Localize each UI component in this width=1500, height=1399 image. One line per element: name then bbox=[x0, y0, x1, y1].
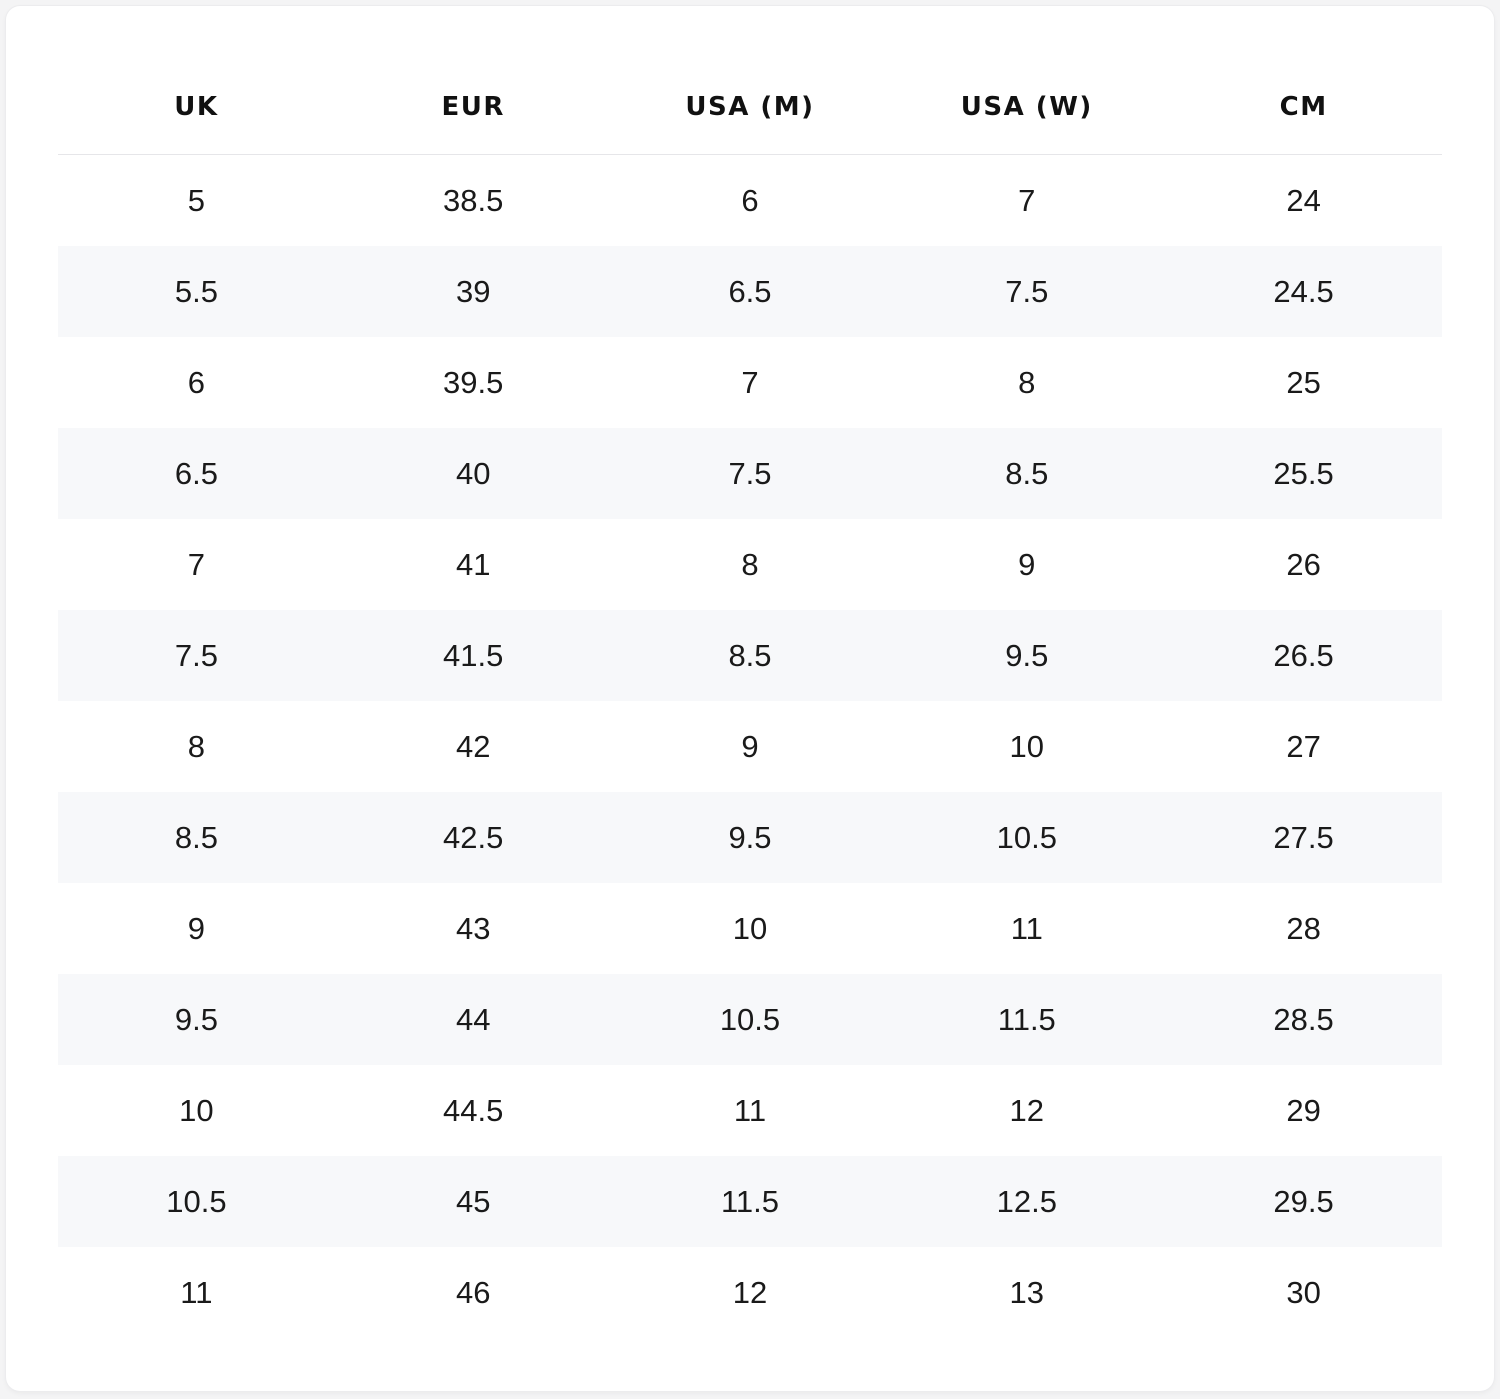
cell-uk: 5 bbox=[187, 182, 206, 218]
table-row: 9 43 10 11 28 bbox=[58, 883, 1442, 974]
cell-uk: 10.5 bbox=[58, 1156, 335, 1247]
cell-usa-women: 7.5 bbox=[888, 246, 1166, 337]
cell-eur: 42 bbox=[455, 728, 491, 764]
cell-uk: 5.5 bbox=[58, 246, 335, 337]
table-row: 8 42 9 10 27 bbox=[58, 701, 1442, 792]
table-row: 10.5 45 11.5 12.5 29.5 bbox=[58, 1156, 1442, 1247]
cell-usa-women: 9.5 bbox=[888, 610, 1166, 701]
cell-cm: 28.5 bbox=[1165, 974, 1442, 1065]
cell-uk: 9 bbox=[187, 910, 206, 946]
cell-eur: 46 bbox=[455, 1274, 491, 1310]
cell-uk: 8 bbox=[187, 728, 206, 764]
column-header-uk: UK bbox=[58, 60, 335, 155]
column-header-cm: CM bbox=[1165, 60, 1442, 155]
cell-cm: 26 bbox=[1286, 546, 1321, 582]
cell-uk: 6 bbox=[187, 364, 206, 400]
cell-eur: 43 bbox=[455, 910, 491, 946]
cell-usa-women: 8 bbox=[1018, 364, 1036, 400]
column-header-usa-men: USA (M) bbox=[611, 60, 889, 155]
cell-usa-men: 10.5 bbox=[611, 974, 889, 1065]
cell-usa-women: 11 bbox=[1010, 910, 1043, 946]
cell-usa-men: 8 bbox=[741, 546, 759, 582]
cell-usa-men: 11 bbox=[733, 1092, 767, 1128]
table-row: 6 39.5 7 8 25 bbox=[58, 337, 1442, 428]
cell-usa-men: 12 bbox=[732, 1274, 768, 1310]
table-row: 5.5 39 6.5 7.5 24.5 bbox=[58, 246, 1442, 337]
cell-eur: 40 bbox=[334, 428, 612, 519]
cell-uk: 7.5 bbox=[58, 610, 335, 701]
cell-uk: 6.5 bbox=[58, 428, 335, 519]
table-row: 11 46 12 13 30 bbox=[58, 1247, 1442, 1338]
column-header-usa-women: USA (W) bbox=[888, 60, 1166, 155]
table-row: 9.5 44 10.5 11.5 28.5 bbox=[58, 974, 1442, 1065]
cell-eur: 44.5 bbox=[443, 1092, 504, 1128]
cell-eur: 45 bbox=[334, 1156, 612, 1247]
cell-usa-men: 9 bbox=[741, 728, 759, 764]
table-row: 5 38.5 6 7 24 bbox=[58, 155, 1442, 247]
cell-eur: 44 bbox=[334, 974, 612, 1065]
cell-uk: 8.5 bbox=[58, 792, 335, 883]
cell-uk: 11 bbox=[180, 1274, 213, 1310]
cell-usa-women: 11.5 bbox=[888, 974, 1166, 1065]
cell-cm: 27 bbox=[1286, 728, 1321, 764]
cell-cm: 25 bbox=[1286, 364, 1321, 400]
cell-usa-women: 12 bbox=[1009, 1092, 1045, 1128]
cell-cm: 26.5 bbox=[1165, 610, 1442, 701]
table-body: 5 38.5 6 7 24 5.5 39 6.5 7.5 24.5 6 39.5 7 8 25 6.5 40 7.… bbox=[58, 155, 1442, 1339]
cell-usa-women: 12.5 bbox=[888, 1156, 1166, 1247]
cell-eur: 38.5 bbox=[443, 182, 504, 218]
cell-eur: 39.5 bbox=[443, 364, 504, 400]
cell-uk: 9.5 bbox=[58, 974, 335, 1065]
cell-usa-women: 10 bbox=[1009, 728, 1045, 764]
size-conversion-table: UK EUR USA (M) USA (W) CM 5 38.5 6 7 24 5.5 39… bbox=[58, 60, 1442, 1338]
table-row: 7 41 8 9 26 bbox=[58, 519, 1442, 610]
cell-usa-men: 6.5 bbox=[611, 246, 889, 337]
cell-usa-women: 8.5 bbox=[888, 428, 1166, 519]
cell-cm: 27.5 bbox=[1165, 792, 1442, 883]
table-row: 8.5 42.5 9.5 10.5 27.5 bbox=[58, 792, 1442, 883]
cell-uk: 7 bbox=[187, 546, 206, 582]
cell-usa-men: 11.5 bbox=[611, 1156, 889, 1247]
table-header-row: UK EUR USA (M) USA (W) CM bbox=[58, 60, 1442, 155]
cell-usa-men: 7 bbox=[741, 364, 759, 400]
table-row: 10 44.5 11 12 29 bbox=[58, 1065, 1442, 1156]
cell-cm: 24.5 bbox=[1165, 246, 1442, 337]
table-row: 7.5 41.5 8.5 9.5 26.5 bbox=[58, 610, 1442, 701]
cell-cm: 28 bbox=[1286, 910, 1321, 946]
cell-cm: 25.5 bbox=[1165, 428, 1442, 519]
cell-uk: 10 bbox=[179, 1092, 214, 1128]
cell-eur: 41.5 bbox=[334, 610, 612, 701]
cell-cm: 29 bbox=[1286, 1092, 1321, 1128]
cell-cm: 29.5 bbox=[1165, 1156, 1442, 1247]
cell-usa-women: 10.5 bbox=[888, 792, 1166, 883]
cell-cm: 24 bbox=[1286, 182, 1321, 218]
column-header-eur: EUR bbox=[334, 60, 612, 155]
size-chart-card: UK EUR USA (M) USA (W) CM 5 38.5 6 7 24 5.5 39… bbox=[6, 6, 1494, 1391]
cell-cm: 30 bbox=[1286, 1274, 1321, 1310]
cell-eur: 39 bbox=[334, 246, 612, 337]
cell-usa-women: 9 bbox=[1018, 546, 1036, 582]
cell-eur: 41 bbox=[455, 546, 491, 582]
cell-usa-women: 7 bbox=[1018, 182, 1036, 218]
cell-usa-men: 9.5 bbox=[611, 792, 889, 883]
cell-usa-men: 7.5 bbox=[611, 428, 889, 519]
table-row: 6.5 40 7.5 8.5 25.5 bbox=[58, 428, 1442, 519]
cell-eur: 42.5 bbox=[334, 792, 612, 883]
cell-usa-men: 10 bbox=[732, 910, 768, 946]
cell-usa-men: 6 bbox=[741, 182, 759, 218]
cell-usa-men: 8.5 bbox=[611, 610, 889, 701]
cell-usa-women: 13 bbox=[1009, 1274, 1045, 1310]
